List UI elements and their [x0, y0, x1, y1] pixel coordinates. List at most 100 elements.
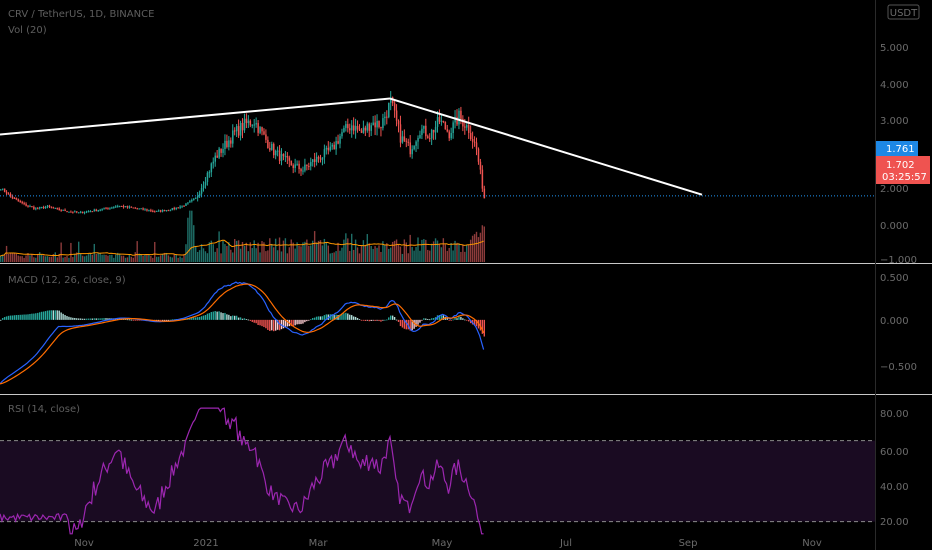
volume-bar	[40, 254, 43, 262]
macd-histogram-bar	[427, 318, 429, 320]
candle	[128, 205, 131, 209]
macd-histogram-bar	[87, 318, 90, 320]
volume-bar	[148, 254, 150, 262]
volume-bar	[395, 239, 398, 262]
volume-bar	[79, 253, 82, 262]
candle	[70, 210, 72, 213]
candle-body	[111, 207, 113, 209]
candle-body	[276, 150, 279, 152]
macd-histogram-bar	[469, 319, 472, 324]
macd-histogram-bar	[450, 319, 452, 321]
volume-bar	[214, 251, 216, 262]
volume-bar	[290, 239, 292, 262]
candle	[415, 140, 417, 153]
candle-body	[156, 210, 158, 212]
price-tick-label: 2.000	[880, 184, 909, 195]
macd-histogram-bar	[290, 319, 292, 327]
macd-legend[interactable]: MACD (12, 26, close, 9)	[8, 275, 126, 286]
volume-bar	[263, 242, 265, 262]
volume-bar	[458, 243, 460, 262]
candle-body	[438, 117, 441, 122]
candle-body	[107, 208, 109, 210]
candle	[347, 118, 349, 133]
candle	[337, 134, 339, 145]
volume-bar	[446, 250, 448, 262]
candle	[140, 208, 142, 210]
macd-histogram-bar	[284, 319, 287, 328]
volume-bar	[64, 257, 66, 262]
candle	[327, 141, 330, 155]
candle-body	[310, 162, 312, 167]
candle	[113, 206, 115, 209]
macd-histogram-bar	[378, 319, 380, 322]
volume-bar	[48, 256, 51, 262]
candle-body	[196, 195, 199, 198]
volume-bar	[126, 257, 129, 262]
symbol-legend[interactable]: CRV / TetherUS, 1D, BINANCE	[8, 9, 154, 20]
candle-body	[23, 203, 25, 205]
macd-histogram-bar	[321, 316, 324, 320]
candle	[366, 121, 369, 133]
candle-body	[25, 203, 27, 206]
candle-body	[286, 155, 289, 158]
candle-body	[405, 140, 408, 142]
macd-histogram-bar	[85, 318, 88, 320]
macd-histogram-bar	[393, 317, 396, 320]
volume-bar	[345, 233, 347, 262]
candle-body	[11, 195, 14, 199]
candle	[411, 145, 413, 159]
macd-histogram-bar	[195, 317, 197, 320]
candle	[52, 206, 55, 209]
candle	[448, 129, 450, 142]
candle-body	[411, 149, 413, 155]
candle	[286, 152, 289, 165]
rsi-pane[interactable]	[0, 407, 875, 535]
candle	[103, 207, 105, 210]
volume-legend[interactable]: Vol (20)	[8, 25, 47, 36]
candle	[169, 209, 172, 212]
macd-histogram-bar	[134, 319, 136, 321]
volume-bar	[167, 255, 170, 262]
candle-body	[417, 137, 419, 142]
volume-bar	[269, 238, 271, 262]
volume-bar	[415, 247, 417, 262]
macd-histogram-bar	[315, 316, 318, 320]
volume-bar	[13, 253, 16, 262]
candle	[390, 91, 392, 111]
candle	[109, 207, 111, 210]
volume-bar	[259, 252, 261, 262]
volume-bar	[393, 240, 396, 262]
macd-pane[interactable]	[0, 281, 485, 385]
volume-bar	[35, 257, 37, 262]
volume-bar	[54, 252, 56, 262]
candle-body	[401, 136, 404, 143]
macd-histogram-bar	[91, 318, 94, 320]
volume-bar	[124, 257, 127, 262]
candle-body	[193, 198, 195, 200]
macd-histogram-bar	[157, 319, 160, 321]
volume-bar	[261, 241, 263, 262]
candle	[378, 120, 380, 129]
candle-body	[448, 131, 450, 139]
volume-bar	[302, 242, 304, 262]
volume-bar	[352, 249, 355, 262]
volume-bar	[267, 250, 269, 262]
price-pane[interactable]	[0, 91, 875, 215]
volume-bar	[434, 238, 437, 262]
volume-bar	[58, 253, 60, 262]
candle	[370, 122, 372, 136]
candle-body	[167, 210, 170, 212]
rsi-legend[interactable]: RSI (14, close)	[8, 404, 80, 415]
currency-badge[interactable]: USDT	[887, 4, 920, 20]
candle	[191, 198, 193, 203]
candle	[450, 127, 452, 141]
candle-body	[237, 126, 240, 136]
volume-bar	[368, 243, 370, 262]
volume-bar	[183, 254, 185, 262]
volume-bar	[218, 231, 220, 262]
candle	[351, 120, 353, 138]
time-tick-label: 2021	[193, 538, 218, 549]
candle	[187, 202, 189, 205]
macd-histogram-bar	[319, 316, 322, 320]
